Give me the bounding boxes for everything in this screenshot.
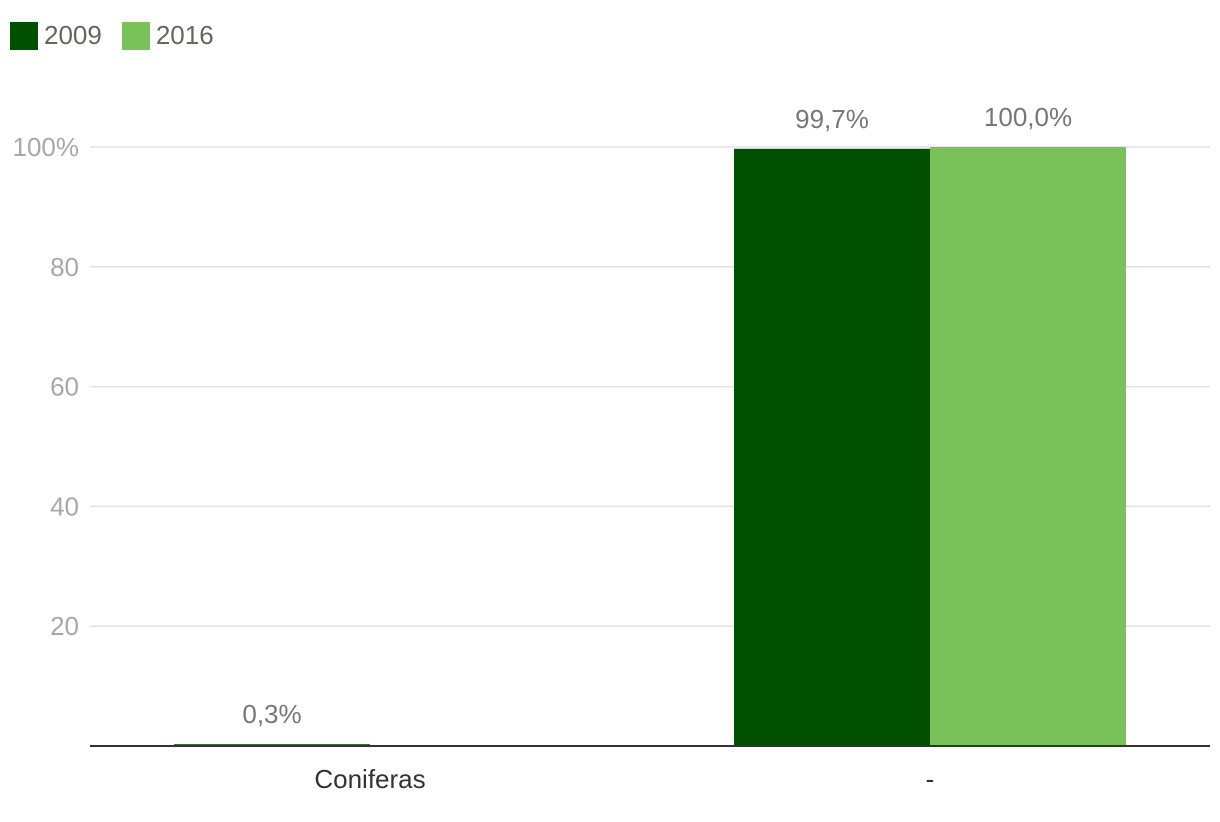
legend-label-2009: 2009 <box>44 20 102 50</box>
bars <box>174 147 1126 746</box>
legend-swatch-2009 <box>10 21 38 50</box>
legend: 2009 2016 <box>10 20 234 51</box>
legend-item-2016[interactable]: 2016 <box>121 20 214 51</box>
legend-swatch-2016 <box>121 21 150 50</box>
x-tick-label: Coniferas <box>314 764 425 794</box>
legend-item-2009[interactable]: 2009 <box>10 20 102 51</box>
legend-label-2016: 2016 <box>155 20 214 50</box>
x-tick-label: - <box>926 764 935 794</box>
x-axis-tick-labels: Coniferas - <box>314 764 934 794</box>
y-tick-label: 80 <box>50 252 79 282</box>
y-tick-label: 40 <box>50 491 79 521</box>
data-labels: 0,3% 99,7% 100,0% <box>242 102 1072 729</box>
data-label: 0,3% <box>242 699 301 729</box>
data-label: 99,7% <box>795 104 869 134</box>
data-label: 100,0% <box>984 102 1072 132</box>
y-tick-label: 60 <box>50 372 79 402</box>
bar-2016-1[interactable] <box>930 147 1126 746</box>
y-axis-tick-labels: 20 40 60 80 100% <box>13 132 80 641</box>
y-tick-label: 20 <box>50 611 79 641</box>
bar-2009-1[interactable] <box>734 148 930 746</box>
y-tick-label: 100% <box>13 132 80 162</box>
